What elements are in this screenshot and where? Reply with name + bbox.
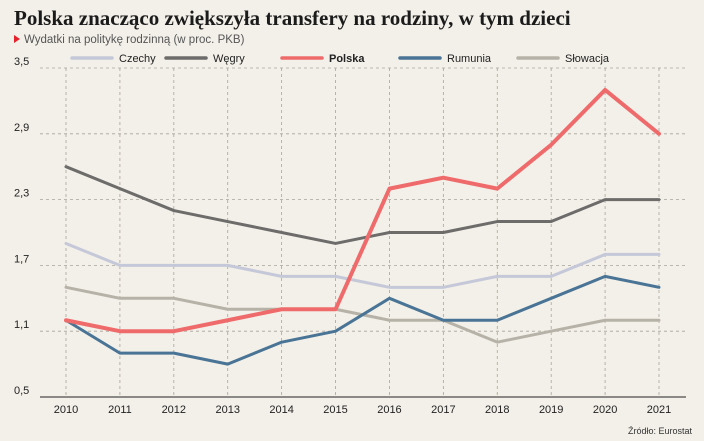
x-tick-label: 2011 xyxy=(108,404,132,416)
chart-subtitle-text: Wydatki na politykę rodzinną (w proc. PK… xyxy=(24,34,245,46)
y-tick-label: 0,5 xyxy=(14,385,29,397)
legend-label: Polska xyxy=(329,53,365,65)
x-tick-label: 2013 xyxy=(215,404,239,416)
series-line-węgry xyxy=(64,165,661,245)
legend-label: Rumunia xyxy=(447,53,492,65)
x-tick-label: 2010 xyxy=(54,404,78,416)
x-tick-label: 2015 xyxy=(323,404,347,416)
source-note: Źródło: Eurostat xyxy=(627,426,692,436)
chart-subtitle: Wydatki na politykę rodzinną (w proc. PK… xyxy=(14,34,244,46)
y-tick-label: 2,3 xyxy=(14,188,29,200)
y-tick-label: 3,5 xyxy=(14,56,29,68)
legend-label: Czechy xyxy=(119,53,156,65)
x-tick-label: 2019 xyxy=(539,404,563,416)
legend-label: Węgry xyxy=(213,53,245,65)
x-tick-label: 2014 xyxy=(269,404,293,416)
series-line-rumunia xyxy=(64,274,661,366)
legend-label: Słowacja xyxy=(565,53,610,65)
chart-title: Polska znacząco zwiększyła transfery na … xyxy=(14,6,571,30)
x-tick-label: 2017 xyxy=(431,404,455,416)
series-line-polska xyxy=(64,87,661,334)
x-tick-label: 2012 xyxy=(162,404,186,416)
y-tick-label: 1,1 xyxy=(14,319,29,331)
x-tick-label: 2021 xyxy=(647,404,671,416)
x-tick-label: 2020 xyxy=(593,404,617,416)
y-tick-label: 1,7 xyxy=(14,253,29,265)
x-tick-label: 2016 xyxy=(377,404,401,416)
series-line-czechy xyxy=(64,241,661,289)
x-tick-label: 2018 xyxy=(485,404,509,416)
y-tick-label: 2,9 xyxy=(14,122,29,134)
triangle-icon xyxy=(14,35,20,43)
